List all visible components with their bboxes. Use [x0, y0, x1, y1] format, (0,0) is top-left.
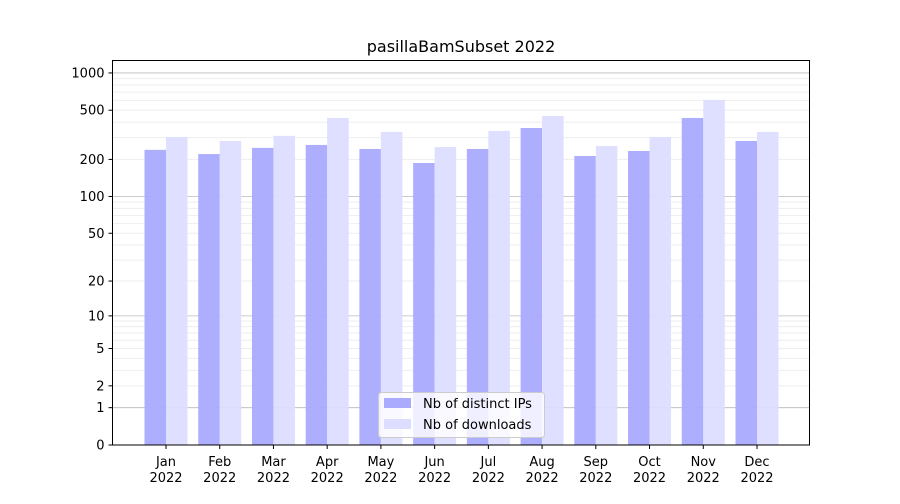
x-tick-label-line: 2022 — [418, 471, 451, 486]
x-tick-label: Oct 2022 — [633, 455, 666, 486]
y-axis: 0 1 2 5 10 20 50 100 200 500 1000 — [71, 66, 113, 454]
x-tick-label: Jul 2022 — [472, 455, 505, 486]
bar-downloads-8 — [595, 145, 618, 445]
bar-distinct-ips-11 — [735, 140, 757, 445]
x-tick-label-line: 2022 — [526, 471, 559, 486]
x-tick-label-line: 2022 — [203, 471, 236, 486]
legend-swatch — [384, 419, 411, 429]
legend: Nb of distinct IPs Nb of downloads — [378, 392, 545, 438]
bar-distinct-ips-7 — [520, 128, 543, 445]
bar-distinct-ips-0 — [144, 149, 166, 445]
x-tick-label-line: Nov — [691, 455, 717, 470]
y-tick-label: 10 — [88, 309, 105, 324]
y-tick-label: 100 — [80, 190, 105, 205]
x-tick-label: Apr 2022 — [311, 455, 344, 486]
x-tick-label-line: Dec — [744, 455, 769, 470]
x-tick-label-line: Feb — [208, 455, 231, 470]
x-tick-label-line: Jan — [155, 455, 176, 470]
bar-downloads-0 — [166, 136, 188, 445]
bar-downloads-1 — [219, 140, 242, 445]
x-tick-label: May 2022 — [364, 455, 397, 486]
x-tick-label-line: May — [367, 455, 394, 470]
bars — [144, 99, 779, 446]
y-tick-label: 20 — [88, 275, 105, 290]
x-tick-label-line: Jul — [480, 455, 497, 470]
y-tick-label: 200 — [80, 153, 105, 168]
x-tick-label-line: Apr — [316, 455, 339, 470]
bar-downloads-10 — [703, 99, 725, 446]
bar-distinct-ips-9 — [628, 150, 650, 445]
legend-label: Nb of distinct IPs — [423, 397, 532, 412]
x-tick-label-line: 2022 — [740, 471, 773, 486]
x-tick-label-line: Jun — [423, 455, 444, 470]
x-tick-label-line: 2022 — [579, 471, 612, 486]
x-tick-label: Jun 2022 — [418, 455, 451, 486]
bar-downloads-5 — [434, 147, 457, 445]
legend-swatch — [384, 398, 411, 408]
bar-distinct-ips-8 — [574, 156, 596, 445]
bar-distinct-ips-5 — [413, 163, 435, 445]
bar-downloads-11 — [757, 131, 779, 445]
bar-downloads-2 — [273, 135, 295, 445]
x-tick-label: Jan 2022 — [149, 455, 182, 486]
y-tick-label: 1 — [96, 401, 104, 416]
bar-distinct-ips-3 — [305, 144, 328, 446]
bar-downloads-6 — [488, 130, 510, 445]
x-tick-label-line: 2022 — [257, 471, 290, 486]
y-tick-label: 5 — [96, 342, 104, 357]
y-tick-label: 2 — [96, 379, 104, 394]
x-tick-label: Dec 2022 — [740, 455, 773, 486]
legend-label: Nb of downloads — [423, 418, 532, 433]
x-tick-label-line: 2022 — [364, 471, 397, 486]
x-tick-label-line: Mar — [261, 455, 286, 470]
bar-downloads-3 — [327, 117, 349, 446]
bar-distinct-ips-1 — [198, 154, 220, 445]
y-tick-label: 1000 — [71, 66, 104, 81]
chart-title: pasillaBamSubset 2022 — [367, 37, 556, 56]
x-tick-label-line: 2022 — [687, 471, 720, 486]
bar-distinct-ips-10 — [681, 117, 704, 446]
bar-distinct-ips-6 — [466, 148, 489, 445]
bar-distinct-ips-2 — [251, 147, 274, 445]
bar-downloads-7 — [542, 116, 564, 445]
y-tick-label: 500 — [80, 104, 105, 119]
bar-downloads-4 — [380, 131, 403, 445]
y-tick-label: 50 — [88, 227, 105, 242]
y-tick-label: 0 — [96, 439, 104, 454]
x-tick-label-line: 2022 — [633, 471, 666, 486]
bar-downloads-9 — [649, 136, 672, 445]
x-tick-label: Aug 2022 — [526, 455, 559, 486]
x-tick-label: Mar 2022 — [257, 455, 290, 486]
x-tick-label: Nov 2022 — [687, 455, 720, 486]
x-tick-label-line: 2022 — [311, 471, 344, 486]
x-tick-label-line: Oct — [638, 455, 660, 470]
bar-distinct-ips-4 — [359, 148, 381, 445]
x-tick-label-line: 2022 — [149, 471, 182, 486]
x-tick-label: Sep 2022 — [579, 455, 612, 486]
x-tick-label-line: Aug — [529, 455, 554, 470]
legend-box — [378, 392, 545, 438]
x-tick-label-line: Sep — [584, 455, 609, 470]
x-tick-label: Feb 2022 — [203, 455, 236, 486]
x-tick-label-line: 2022 — [472, 471, 505, 486]
plot-frame — [112, 60, 810, 446]
